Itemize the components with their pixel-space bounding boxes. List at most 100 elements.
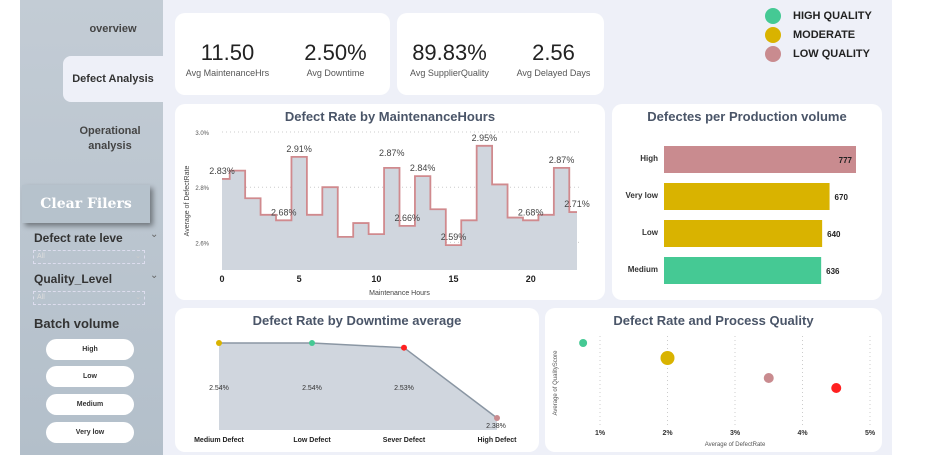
- scatter-point: [831, 383, 842, 393]
- production-bar-chart: High 777 Very low 670 Low 640 Medium 636: [626, 146, 856, 284]
- data-label: 2.53%: [394, 385, 414, 392]
- x-axis-title: Average of DefectRate: [705, 442, 766, 448]
- data-label: 2.59%: [441, 232, 467, 242]
- y-tick-label: 3.0%: [195, 131, 209, 137]
- data-label: 2.95%: [472, 133, 498, 143]
- data-label: 2.87%: [379, 148, 405, 158]
- production-chart-card: Defectes per Production volume High 777 Ve…: [612, 104, 882, 300]
- x-tick-label: 2%: [662, 430, 673, 437]
- data-label: 2.83%: [209, 166, 235, 176]
- nav-defect-analysis[interactable]: Defect Analysis: [63, 56, 163, 102]
- batch-low-button[interactable]: Low: [46, 366, 134, 387]
- data-label: 2.54%: [209, 385, 229, 392]
- quality-scatter-chart: 1% 2% 3% 4% 5% Average of DefectRate Average o…: [553, 336, 876, 448]
- x-tick-label: 20: [526, 274, 536, 284]
- legend-item: HIGH QUALITY: [765, 8, 872, 24]
- chevron-down-icon: ⌄: [135, 294, 141, 301]
- chevron-down-icon: ⌄: [135, 253, 141, 260]
- x-tick-label: 3%: [730, 430, 741, 437]
- area-line: [219, 342, 498, 419]
- area-fill: [219, 343, 497, 430]
- legend-dot-icon: [765, 8, 781, 24]
- legend-label: MODERATE: [793, 28, 856, 41]
- downtime-area-chart: 2.54% Medium Defect 2.54% Low Defect 2.53% Se…: [194, 340, 518, 444]
- dropdown-value: All: [37, 294, 45, 301]
- category-label: High: [640, 154, 658, 163]
- kpi-value: 2.56: [532, 40, 575, 65]
- chart-title: Defect Rate by Downtime average: [252, 313, 462, 328]
- kpi-supplier-quality: 89.83% Avg SupplierQuality: [397, 40, 502, 78]
- clear-filters-button[interactable]: Clear Filers: [22, 185, 150, 223]
- x-axis-title: Maintenance Hours: [369, 290, 430, 297]
- nav-operational-analysis[interactable]: Operational analysis: [79, 125, 141, 152]
- category-label: High Defect: [478, 437, 518, 444]
- category-label: Low: [642, 228, 659, 237]
- bar-value-label: 636: [826, 267, 840, 276]
- bar-value-label: 670: [835, 193, 849, 202]
- bar: [664, 183, 830, 210]
- bar-value-label: 777: [839, 156, 853, 165]
- bar: [664, 220, 823, 247]
- data-label: 2.91%: [286, 144, 312, 154]
- bar: [664, 257, 822, 284]
- kpi-value: 11.50: [200, 40, 255, 65]
- dropdown-value: All: [37, 253, 45, 260]
- data-label: 2.68%: [271, 207, 297, 217]
- category-label: Medium Defect: [194, 437, 244, 444]
- batch-high-button[interactable]: High: [46, 339, 134, 360]
- legend-item: LOW QUALITY: [765, 46, 870, 62]
- x-tick-label: 4%: [797, 430, 808, 437]
- chevron-down-icon[interactable]: ⌄: [150, 229, 159, 240]
- data-label: 2.38%: [486, 423, 506, 430]
- downtime-chart-card: Defect Rate by Downtime average 2.54% Med…: [175, 308, 539, 452]
- data-label: 2.66%: [394, 213, 420, 223]
- x-tick-label: 10: [371, 274, 381, 284]
- maintenance-step-chart: 2.6% 2.8% 3.0% 2.83% 2.68% 2.91% 2.87% 2.66% 2.8…: [184, 131, 590, 297]
- chart-title: Defectes per Production volume: [647, 109, 847, 124]
- batch-medium-button[interactable]: Medium: [46, 394, 134, 415]
- x-tick-label: 5%: [865, 430, 876, 437]
- chart-title: Defect Rate and Process Quality: [613, 313, 814, 328]
- x-tick-label: 1%: [595, 430, 606, 437]
- legend-label: HIGH QUALITY: [793, 9, 872, 22]
- quality-filter-label: Quality_Level: [34, 272, 113, 286]
- batch-very-low-button[interactable]: Very low: [46, 422, 134, 443]
- y-axis-title: Average of QualityScore: [553, 350, 559, 416]
- defect-rate-filter-label: Defect rate leve: [34, 231, 123, 245]
- x-tick-label: 15: [449, 274, 459, 284]
- data-point: [216, 340, 222, 346]
- kpi-card-quality: 89.83% Avg SupplierQuality 2.56 Avg Delaye…: [397, 13, 604, 95]
- quality-dropdown[interactable]: All ⌄: [33, 291, 145, 305]
- step-line: [222, 144, 577, 247]
- category-label: Medium: [628, 265, 658, 274]
- defect-rate-dropdown[interactable]: All ⌄: [33, 250, 145, 264]
- data-label: 2.68%: [518, 207, 544, 217]
- legend-label: LOW QUALITY: [793, 47, 870, 60]
- kpi-label: Avg MaintenanceHrs: [185, 68, 270, 78]
- x-tick-label: 5: [297, 274, 302, 284]
- x-tick-label: 0: [219, 274, 224, 284]
- scatter-point: [579, 339, 588, 347]
- scatter-chart-card: Defect Rate and Process Quality 1% 2% 3% 4%…: [545, 308, 882, 452]
- category-label: Low Defect: [293, 437, 331, 444]
- bar: [664, 146, 856, 173]
- kpi-value: 2.50%: [304, 40, 367, 65]
- y-tick-label: 2.6%: [195, 241, 209, 247]
- category-label: Sever Defect: [383, 437, 426, 444]
- scatter-point: [763, 373, 774, 383]
- batch-volume-label: Batch volume: [34, 316, 120, 331]
- legend-item: MODERATE: [765, 27, 855, 43]
- data-label: 2.87%: [549, 155, 575, 165]
- maintenance-chart-card: Defect Rate by MaintenanceHours 2.6% 2.8%…: [175, 104, 605, 300]
- kpi-downtime: 2.50% Avg Downtime: [283, 40, 388, 78]
- kpi-value: 89.83%: [412, 40, 487, 65]
- nav-overview[interactable]: overview: [89, 23, 137, 35]
- y-axis-title: Average of DefectRate: [184, 166, 191, 237]
- kpi-delayed-days: 2.56 Avg Delayed Days: [501, 40, 606, 78]
- data-point: [401, 344, 407, 351]
- kpi-label: Avg Delayed Days: [516, 68, 591, 78]
- data-point: [494, 415, 500, 421]
- chevron-down-icon[interactable]: ⌄: [150, 270, 159, 281]
- y-tick-label: 2.8%: [195, 186, 209, 192]
- data-label: 2.71%: [564, 199, 590, 209]
